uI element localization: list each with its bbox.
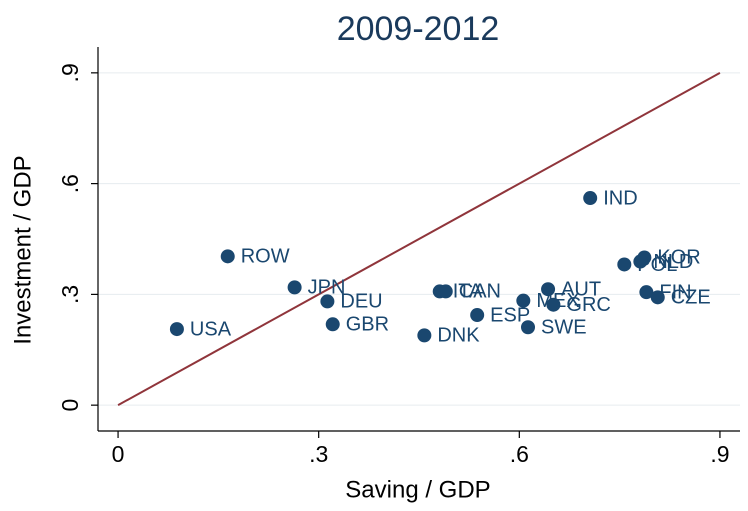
- point: [633, 254, 648, 269]
- y-tick-label: .3: [57, 285, 83, 304]
- point-label: DNK: [437, 325, 480, 347]
- point: [516, 293, 531, 308]
- point-label: AUT: [561, 278, 601, 300]
- point: [417, 328, 432, 343]
- y-tick-label: .9: [57, 63, 83, 82]
- point-label: CZE: [671, 287, 711, 309]
- point: [320, 294, 335, 309]
- point-label: NLD: [653, 251, 693, 273]
- point-label: SWE: [541, 317, 587, 339]
- point-label: DEU: [340, 291, 382, 313]
- point-label: IND: [603, 187, 637, 209]
- point: [546, 297, 561, 312]
- point: [470, 308, 485, 323]
- x-tick-label: .9: [710, 441, 729, 467]
- point-label: GRC: [566, 294, 610, 316]
- x-tick-label: .3: [309, 441, 328, 467]
- point: [169, 322, 184, 337]
- point: [639, 285, 654, 300]
- x-tick-label: 0: [112, 441, 125, 467]
- point-label: FIN: [659, 281, 691, 303]
- y-tick-label: 0: [57, 399, 83, 412]
- y-tick-label: .6: [57, 174, 83, 193]
- point-label: ESP: [490, 304, 530, 326]
- x-tick-label: .6: [510, 441, 529, 467]
- point-label: ROW: [241, 246, 290, 268]
- point-label: KOR: [657, 247, 700, 269]
- point: [325, 317, 340, 332]
- chart-title: 2009-2012: [337, 10, 500, 48]
- point: [541, 282, 556, 297]
- point: [650, 290, 665, 305]
- point-label: JPN: [308, 277, 346, 299]
- point: [617, 257, 632, 272]
- reference-line: [117, 71, 721, 407]
- point-label: GBR: [346, 314, 389, 336]
- y-axis-title: Investment / GDP: [9, 155, 36, 344]
- point-label: USA: [190, 318, 232, 340]
- point-label: ITA: [453, 281, 483, 303]
- point: [583, 191, 598, 206]
- point: [438, 284, 453, 299]
- point-label: CAN: [459, 281, 501, 303]
- point: [220, 249, 235, 264]
- x-axis-title: Saving / GDP: [345, 476, 490, 503]
- point: [521, 320, 536, 335]
- point: [287, 280, 302, 295]
- point-label: POL: [637, 254, 677, 276]
